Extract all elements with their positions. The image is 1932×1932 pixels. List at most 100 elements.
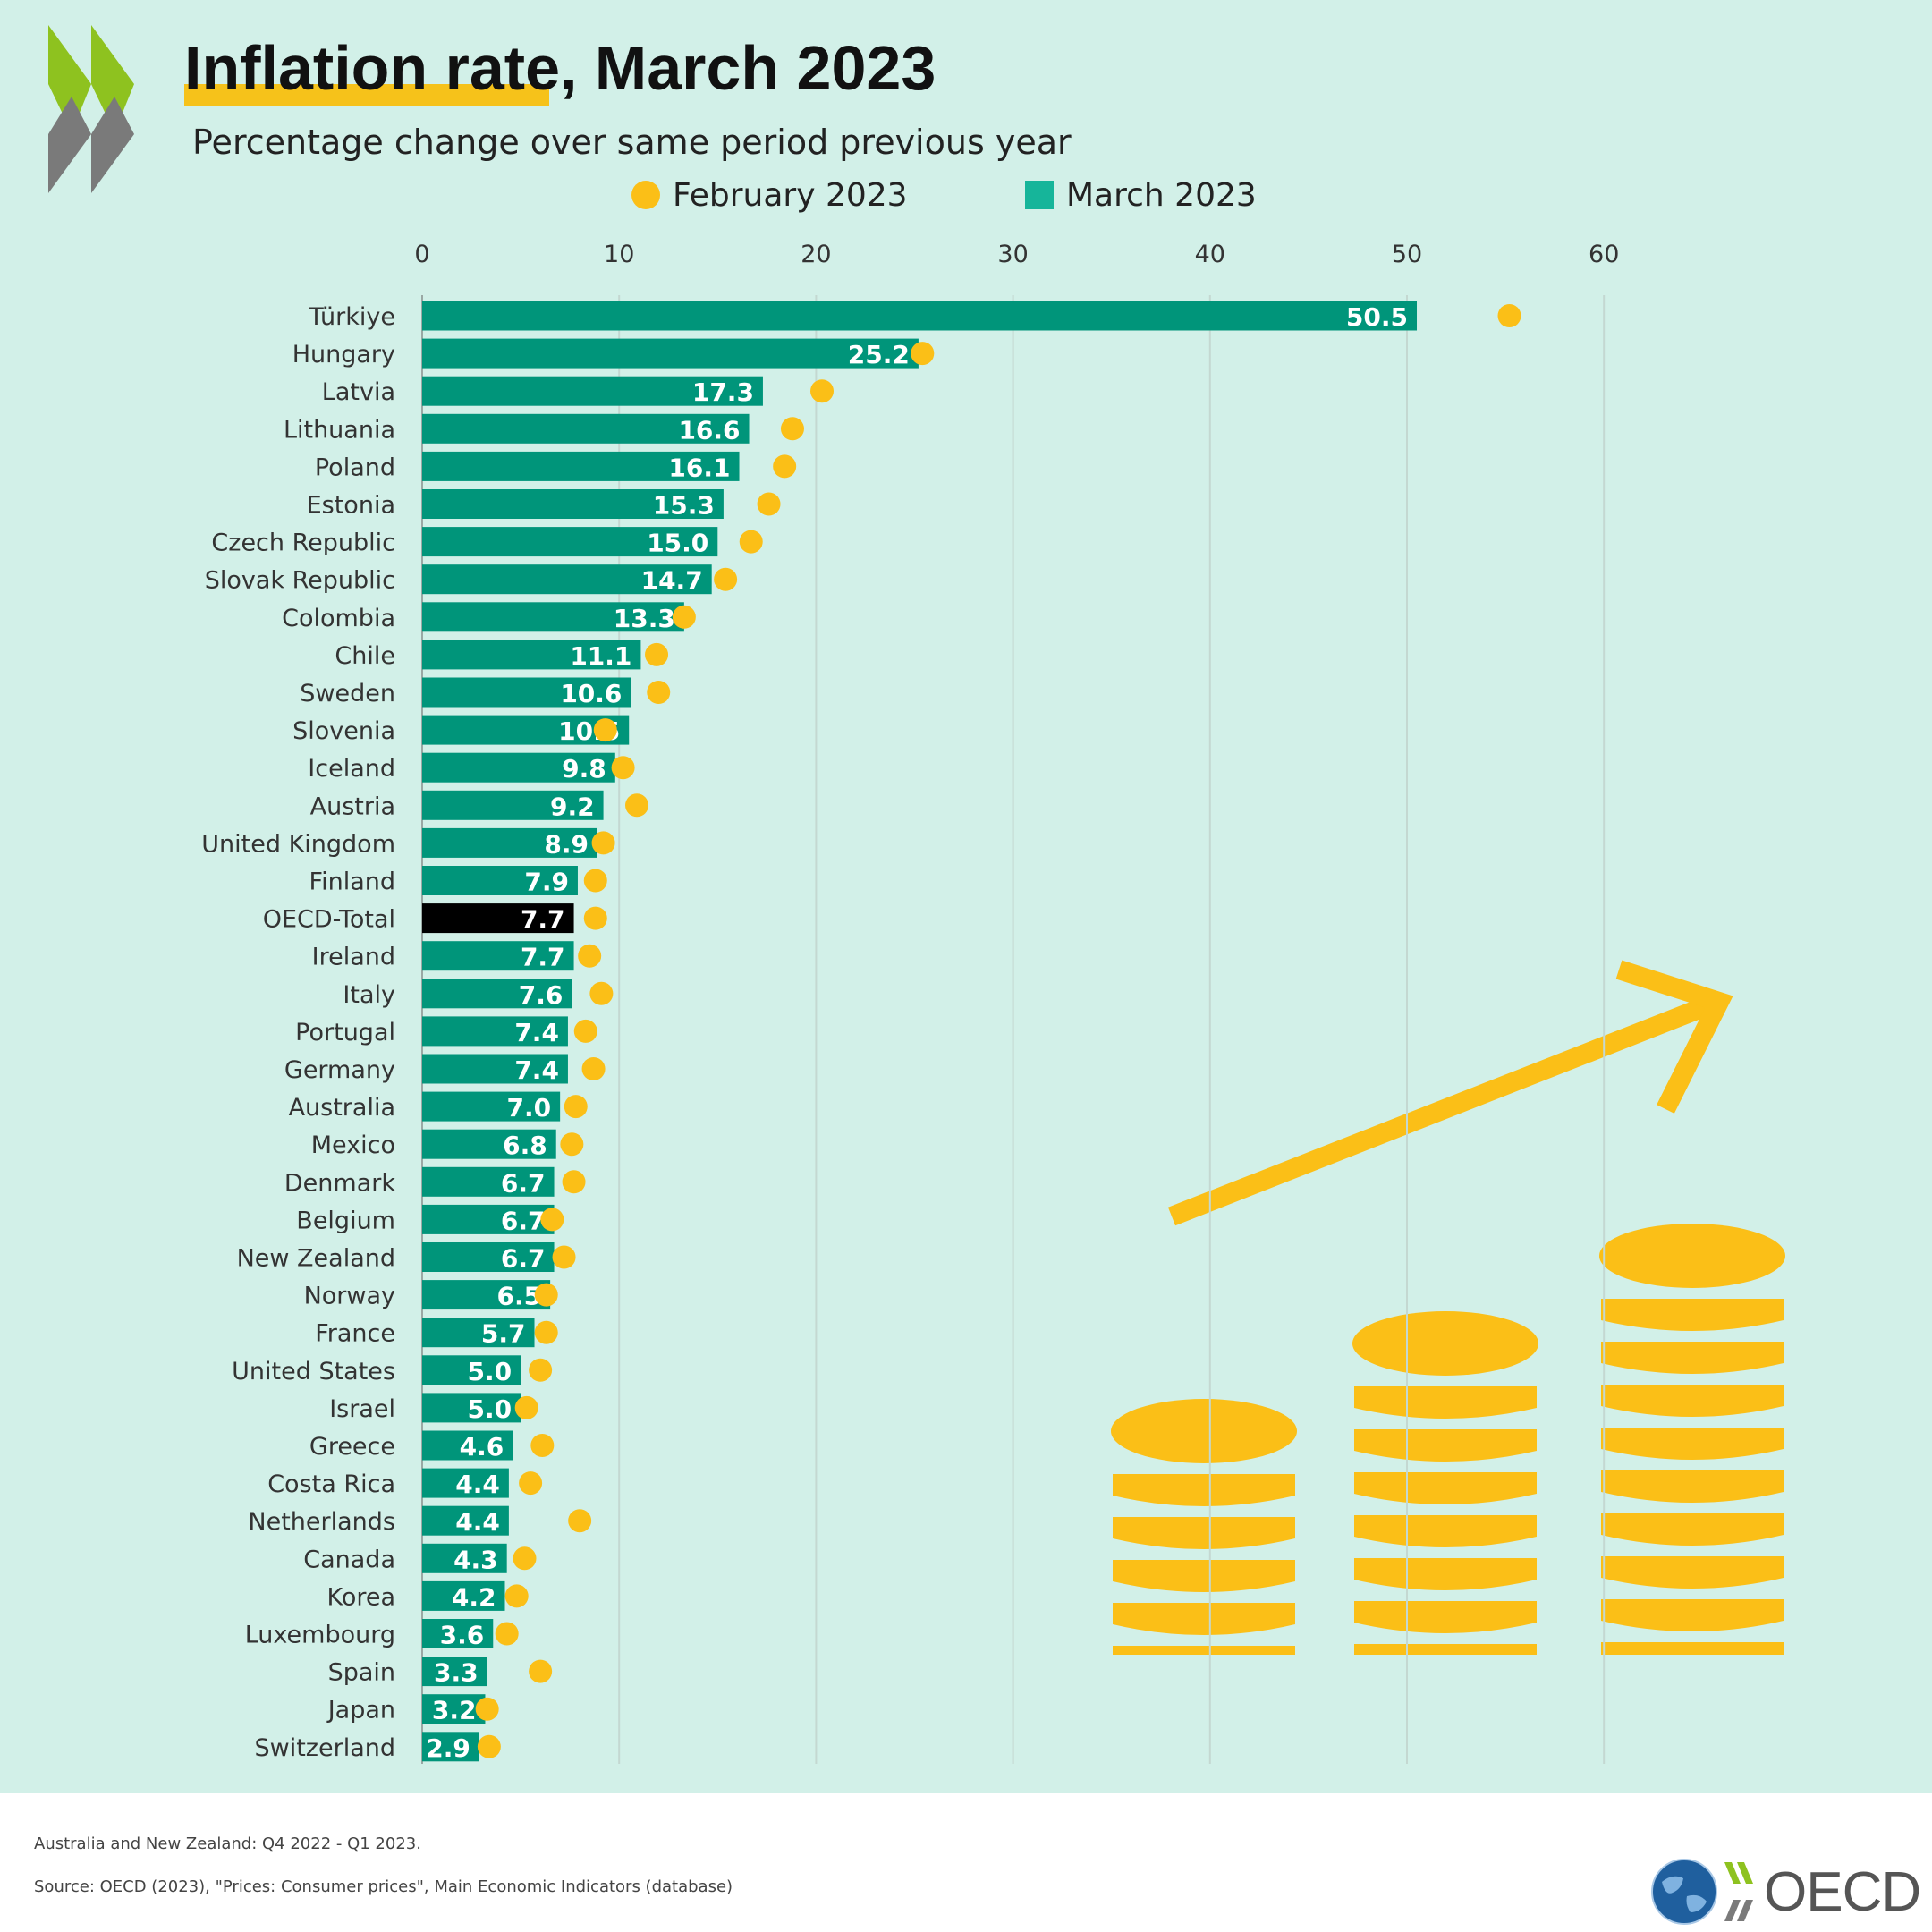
coin-edge bbox=[1601, 1556, 1784, 1589]
category-label: Denmark bbox=[284, 1169, 395, 1197]
category-label: Iceland bbox=[308, 755, 395, 783]
data-label: 10.6 bbox=[560, 679, 622, 708]
category-label: Portugal bbox=[295, 1019, 395, 1046]
feb-dot bbox=[581, 1057, 606, 1080]
x-tick-label: 30 bbox=[997, 241, 1028, 268]
data-label: 15.0 bbox=[647, 529, 708, 558]
x-tick-label: 50 bbox=[1392, 241, 1422, 268]
bar bbox=[422, 451, 740, 481]
feb-dot bbox=[513, 1546, 537, 1571]
data-label: 7.9 bbox=[524, 868, 569, 897]
coin-icon bbox=[1352, 1311, 1538, 1376]
data-label: 5.0 bbox=[467, 1394, 512, 1424]
feb-dot bbox=[477, 1734, 501, 1758]
category-label: Austria bbox=[310, 792, 395, 820]
bar bbox=[422, 1505, 509, 1536]
category-label: Japan bbox=[326, 1697, 395, 1724]
bar bbox=[422, 1732, 479, 1762]
bar bbox=[422, 1016, 568, 1046]
feb-dot bbox=[560, 1132, 584, 1157]
chevron-gray-right bbox=[91, 97, 134, 193]
data-label: 9.8 bbox=[562, 754, 606, 784]
feb-dot bbox=[475, 1697, 499, 1721]
bar bbox=[422, 1393, 521, 1423]
legend-dot-icon bbox=[631, 181, 660, 209]
bar bbox=[422, 1318, 535, 1348]
bar bbox=[422, 1657, 487, 1687]
feb-dot bbox=[534, 1283, 558, 1307]
bar bbox=[422, 790, 604, 820]
data-label: 8.9 bbox=[544, 829, 589, 859]
feb-dot bbox=[1497, 304, 1521, 327]
feb-dot bbox=[739, 530, 763, 554]
bar-chart: 0 10 20 30 40 50 60 Türkiye 50.5 Hungary 25.2 Latvi… bbox=[201, 241, 1619, 1764]
data-label: 5.7 bbox=[481, 1319, 526, 1349]
feb-dot bbox=[573, 1019, 597, 1043]
oecd-logo-text: OECD bbox=[1764, 1860, 1921, 1923]
feb-dot bbox=[552, 1245, 576, 1269]
category-label: Estonia bbox=[307, 492, 395, 520]
coin-edge bbox=[1601, 1299, 1784, 1331]
legend-february: February 2023 bbox=[631, 175, 908, 215]
category-label: Slovak Republic bbox=[205, 567, 395, 595]
category-label: Italy bbox=[343, 981, 395, 1009]
feb-dot bbox=[645, 642, 669, 666]
feb-dot bbox=[530, 1434, 555, 1457]
x-tick-label: 0 bbox=[414, 241, 429, 268]
bar bbox=[422, 1129, 556, 1159]
feb-dot bbox=[529, 1659, 553, 1683]
source-note: Source: OECD (2023), "Prices: Consumer p… bbox=[34, 1877, 733, 1896]
x-tick-label: 60 bbox=[1589, 241, 1619, 268]
feb-dot bbox=[810, 379, 835, 403]
bar bbox=[422, 1280, 551, 1310]
bar bbox=[422, 1091, 561, 1122]
feb-dot bbox=[672, 605, 696, 629]
data-label: 3.6 bbox=[440, 1621, 485, 1650]
oecd-logo-chevrons-icon bbox=[1724, 1862, 1753, 1921]
bar bbox=[422, 1619, 494, 1648]
feb-dot bbox=[773, 454, 797, 479]
bar bbox=[422, 866, 578, 895]
bar bbox=[422, 413, 750, 444]
category-label: Greece bbox=[309, 1433, 395, 1461]
coin-edge bbox=[1354, 1558, 1537, 1590]
category-label: Poland bbox=[315, 453, 395, 481]
data-label: 9.2 bbox=[550, 792, 595, 821]
coin-edge bbox=[1601, 1599, 1784, 1631]
category-label: Korea bbox=[326, 1583, 395, 1611]
feb-dot bbox=[714, 567, 738, 591]
category-label: Switzerland bbox=[255, 1734, 396, 1762]
feb-dot bbox=[529, 1358, 553, 1382]
feb-dot bbox=[780, 417, 804, 441]
legend-march-label: March 2023 bbox=[1066, 176, 1257, 214]
feb-dot bbox=[625, 793, 649, 818]
category-label: Chile bbox=[335, 642, 395, 670]
coin-edge bbox=[1601, 1428, 1784, 1460]
data-label: 3.3 bbox=[434, 1658, 479, 1688]
bar bbox=[422, 1543, 507, 1573]
feb-dot bbox=[534, 1320, 558, 1344]
bar bbox=[422, 301, 1418, 331]
coin-edge bbox=[1354, 1429, 1537, 1462]
feb-dot bbox=[647, 681, 671, 704]
bar bbox=[422, 640, 641, 670]
feb-dot bbox=[757, 492, 781, 516]
category-label: United States bbox=[232, 1358, 395, 1385]
data-label: 2.9 bbox=[426, 1733, 470, 1763]
bar bbox=[422, 1166, 555, 1197]
bar bbox=[422, 1468, 509, 1498]
data-label: 6.8 bbox=[503, 1131, 547, 1160]
category-label: Latvia bbox=[322, 378, 395, 406]
feb-dot bbox=[611, 756, 635, 780]
data-label: 7.4 bbox=[514, 1055, 559, 1085]
category-label: New Zealand bbox=[237, 1245, 395, 1273]
bar bbox=[422, 1355, 521, 1385]
bar bbox=[422, 1242, 555, 1272]
data-label: 17.3 bbox=[692, 377, 754, 407]
data-label: 4.3 bbox=[453, 1545, 498, 1574]
category-label: Netherlands bbox=[248, 1508, 395, 1536]
rising-arrow-icon bbox=[1167, 960, 1733, 1226]
category-label: Germany bbox=[284, 1056, 395, 1084]
data-label: 4.6 bbox=[460, 1432, 504, 1462]
bar bbox=[422, 941, 574, 971]
